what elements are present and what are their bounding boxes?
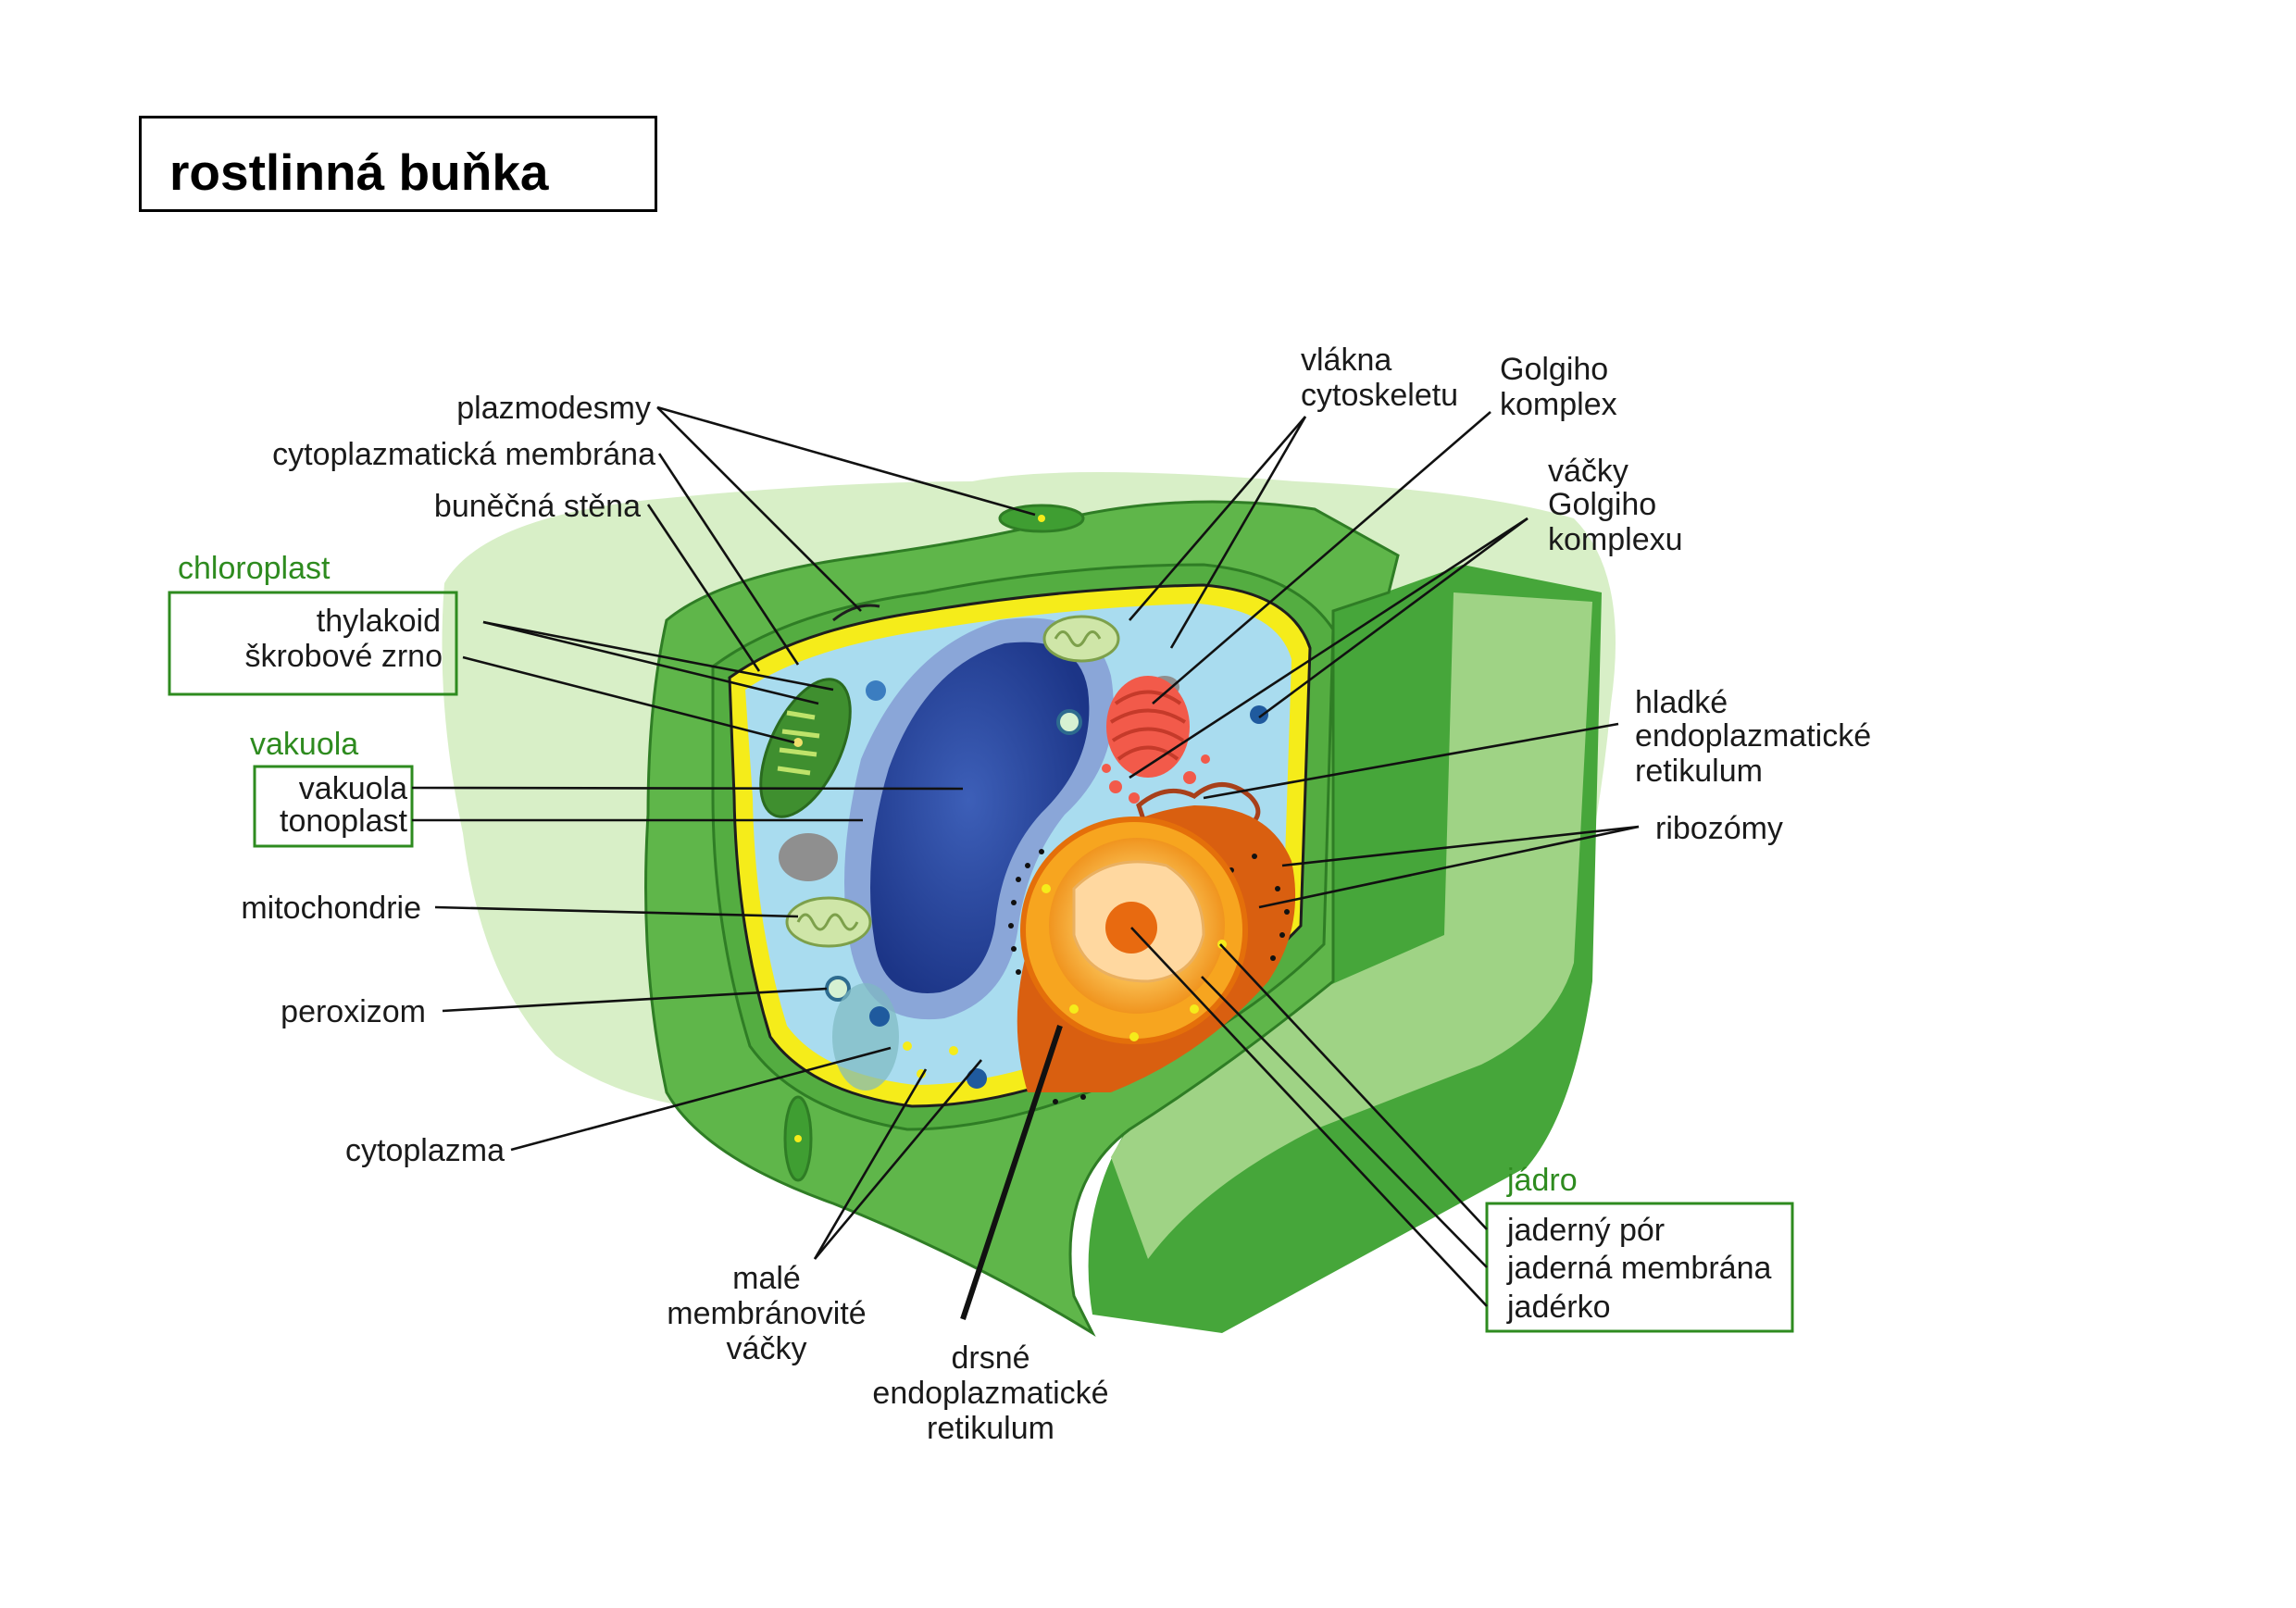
label-drsne-er-2: endoplazmatické	[872, 1376, 1108, 1411]
label-jaderny-por: jaderný pór	[1506, 1213, 1665, 1248]
vesicle-blue-2	[866, 680, 886, 701]
label-vlakna-1: vlákna	[1301, 343, 1391, 378]
label-golgiho-komplex-1: Golgiho	[1500, 352, 1608, 387]
vesicle-blue-3	[1250, 705, 1268, 724]
label-thylakoid: thylakoid	[317, 604, 441, 639]
mitochondrion-2-cristae	[1054, 630, 1102, 647]
label-drsne-er-1: drsné	[951, 1340, 1029, 1376]
cell-wall-side-light	[1111, 592, 1592, 1259]
label-plazmodesmy: plazmodesmy	[456, 391, 651, 426]
label-bunecna-stena: buněčná stěna	[434, 489, 641, 524]
nuclear-pores	[1042, 884, 1227, 1041]
chloroplast-group-box	[168, 591, 458, 696]
label-ribozomy: ribozómy	[1655, 811, 1783, 846]
thylakoid-stacks	[777, 710, 820, 776]
label-vacky-golgiho-2: Golgiho	[1548, 487, 1656, 522]
mitochondrion-1-cristae	[796, 913, 859, 931]
central-vacuole	[870, 642, 1090, 993]
group-label-chloroplast: chloroplast	[178, 551, 331, 586]
label-golgiho-komplex-2: komplex	[1500, 387, 1617, 422]
vesicle-blue-1	[869, 1006, 890, 1027]
label-vacky-golgiho-3: komplexu	[1548, 522, 1683, 557]
label-drsne-er-3: retikulum	[927, 1411, 1054, 1446]
label-vlakna-2: cytoskeletu	[1301, 378, 1458, 413]
cytoplasm-blob	[832, 983, 899, 1091]
label-tonoplast: tonoplast	[280, 804, 408, 839]
label-jaderko: jadérko	[1506, 1290, 1611, 1325]
leader-lines	[411, 405, 1640, 1320]
label-male-vacky-3: váčky	[727, 1331, 807, 1366]
page-title: rostlinná buňka	[169, 143, 549, 201]
label-jaderna-membrana: jaderná membrána	[1506, 1251, 1771, 1286]
starch-grain	[793, 738, 803, 747]
chloroplast-organelle	[759, 678, 852, 818]
peroxisome-2	[1056, 709, 1082, 735]
label-cytoplazma: cytoplazma	[345, 1133, 505, 1168]
label-hladke-er-1: hladké	[1635, 685, 1728, 720]
ribosomes	[1008, 849, 1290, 1104]
group-label-jadro: jádro	[1506, 1163, 1578, 1198]
small-vesicle-3	[903, 1041, 912, 1051]
plasmodesma-pore-bottom	[794, 1135, 802, 1142]
golgi-apparatus	[1106, 676, 1190, 778]
mitochondrion-2	[1042, 615, 1120, 663]
vakuola-group-box	[253, 765, 414, 848]
label-male-vacky-2: membránovité	[667, 1296, 866, 1331]
label-hladke-er-3: retikulum	[1635, 754, 1763, 789]
label-mitochondrie: mitochondrie	[241, 891, 421, 926]
label-hladke-er-2: endoplazmatické	[1635, 718, 1871, 754]
label-skrobove-zrno: škrobové zrno	[244, 639, 443, 674]
group-label-vakuola: vakuola	[250, 727, 358, 762]
label-peroxizom: peroxizom	[281, 994, 426, 1029]
small-vesicle-2	[949, 1046, 958, 1055]
label-male-vacky-1: malé	[732, 1261, 801, 1296]
label-vakuola: vakuola	[299, 771, 407, 806]
vesicle-blue-4	[967, 1068, 987, 1089]
plasmodesma-pore-top	[1038, 515, 1045, 522]
golgi-vesicles	[1102, 754, 1210, 804]
label-vacky-golgiho-1: váčky	[1548, 454, 1628, 489]
label-cytoplazmaticka-membrana: cytoplazmatická membrána	[272, 437, 655, 472]
grey-body	[779, 833, 838, 881]
title-box: rostlinná buňka	[139, 116, 657, 212]
